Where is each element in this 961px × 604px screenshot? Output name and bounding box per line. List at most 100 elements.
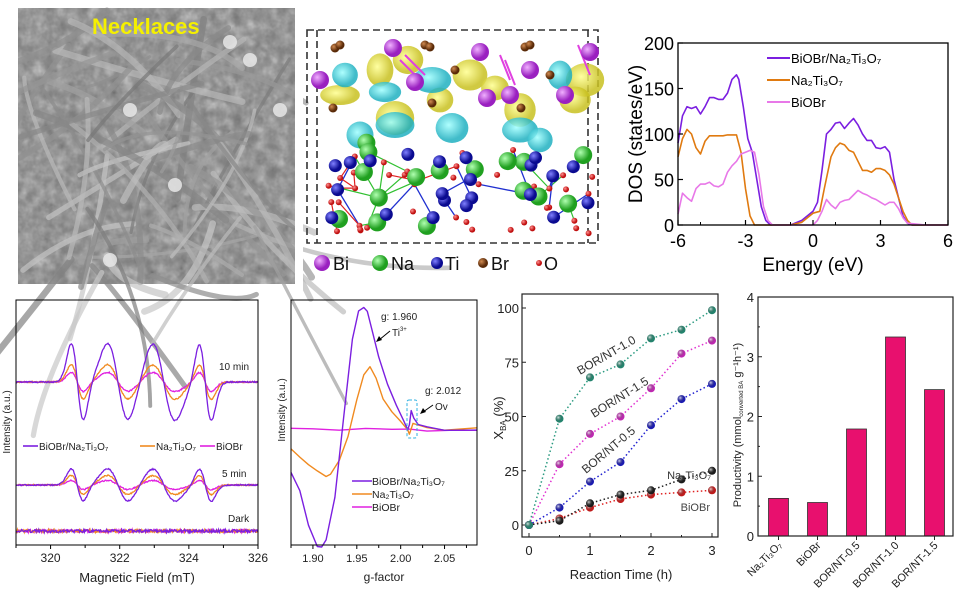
oxygen-atom: [386, 172, 393, 178]
titanium-atom: [581, 196, 595, 210]
titanium-atom: [459, 199, 473, 213]
ti3-annotation-ti: Ti: [392, 328, 400, 339]
conversion-label-na2ti3o7: Na₂Ti₃O₇: [667, 470, 711, 482]
sem-label: Necklaces: [92, 14, 200, 39]
oxygen-atom: [334, 228, 340, 235]
sodium-atom: [369, 188, 388, 207]
bi-o-bond: [404, 54, 426, 76]
conversion-point-shade: [677, 349, 686, 358]
oxygen-atom: [529, 225, 536, 232]
productivity-bar-2: [846, 428, 867, 537]
legend-atom-ti-icon: [431, 257, 443, 269]
sodium-atom: [574, 146, 593, 165]
oxygen-atom: [364, 224, 371, 231]
dos-y-tick-label: 150: [644, 80, 674, 100]
sodium-atom: [407, 168, 426, 187]
conversion-chart: 0 1 2 3 0 25 50 75 100 Reaction Time (h) XBA (%)…: [491, 293, 719, 582]
gfactor-x-tick-label: 2.05: [434, 553, 455, 565]
productivity-bar-4: [924, 389, 945, 537]
conversion-point-shade: [647, 384, 655, 393]
oxygen-atom: [573, 225, 580, 232]
atomic-structure: [311, 39, 605, 237]
charge-depletion-isosurface: [368, 81, 402, 103]
structure-panel: Bi Na Ti Br O: [306, 29, 605, 274]
titanium-atom: [426, 211, 440, 225]
ov-highlight-box: [406, 399, 418, 439]
productivity-y-tick-label: 2: [747, 410, 754, 425]
epr-chart: 320 322 324 326 Magnetic Field (mT) Intensi…: [2, 299, 268, 585]
sem-fiber: [77, 237, 150, 265]
productivity-y-label-sub: converted BA: [739, 381, 745, 417]
oxygen-atom: [589, 173, 596, 180]
conversion-point-shade: [555, 460, 564, 469]
dos-x-tick-label: -3: [737, 231, 753, 251]
dos-plot-frame: [677, 42, 949, 226]
sem-fiber: [37, 82, 141, 267]
dos-y-tick-label: 50: [654, 171, 674, 191]
sodium-atom: [559, 194, 578, 213]
conversion-y-label: XBA (%): [491, 396, 508, 439]
ov-arrow-head: [420, 408, 426, 414]
sem-fiber: [0, 50, 117, 105]
sem-fiber: [253, 225, 349, 406]
dos-legend: BiOBr/Na₂Ti₃O₇ Na₂Ti₃O₇ BiOBr: [767, 51, 882, 110]
sem-fiber: [148, 223, 245, 278]
conversion-point-shade: [616, 490, 625, 499]
oxygen-atom: [380, 159, 387, 166]
conversion-point-shade: [616, 458, 625, 467]
sem-clip: [295, 0, 303, 290]
titanium-atom: [363, 154, 377, 168]
oxygen-atom: [469, 226, 476, 233]
conversion-point-shade: [586, 429, 594, 438]
ti3-annotation-sup: 3+: [400, 327, 407, 333]
conversion-y-tick-label: 0: [512, 518, 519, 533]
conversion-point-shade: [677, 488, 686, 497]
productivity-y-label-suffix: g⁻¹h⁻¹): [732, 343, 744, 381]
titanium-atom: [546, 169, 560, 183]
sem-fiber: [90, 30, 245, 72]
gfactor-plot-frame: [290, 299, 478, 546]
titanium-atom: [435, 187, 449, 201]
conversion-y-label-sub: BA: [499, 420, 508, 431]
conversion-point-shade: [677, 475, 686, 484]
productivity-y-tick-label: 0: [747, 529, 754, 544]
productivity-y-tick-label: 3: [747, 350, 754, 365]
productivity-bar-1: [807, 502, 828, 537]
bismuth-atom: [384, 39, 402, 57]
bismuth-atom: [501, 86, 519, 104]
oxygen-atom: [507, 226, 514, 233]
epr-annotation-dark: Dark: [228, 514, 250, 525]
charge-depletion-isosurface: [332, 62, 358, 88]
dos-x-tick-label: -6: [670, 231, 686, 251]
sem-fiber: [69, 121, 209, 284]
conversion-point-shade: [647, 421, 655, 430]
legend-atom-na-label: Na: [391, 254, 415, 274]
conversion-y-tick-label: 25: [505, 464, 519, 479]
sem-fiber: [0, 7, 110, 70]
conversion-point-shade: [708, 379, 716, 388]
conversion-y-tick-label: 50: [505, 410, 519, 425]
gfactor-legend-label: BiOBr: [372, 502, 401, 514]
epr-x-tick-label: 320: [41, 551, 61, 565]
conversion-point-shade: [586, 499, 594, 508]
legend-atom-na-icon: [372, 255, 388, 271]
conversion-ticks: 0 1 2 3 0 25 50 75 100: [497, 301, 715, 558]
titanium-atom: [401, 147, 415, 161]
legend-atom-br-icon: [478, 258, 488, 268]
sem-fiber: [157, 25, 232, 115]
conversion-point-shade: [708, 336, 716, 345]
bismuth-atom: [478, 89, 496, 107]
productivity-bar-0: [768, 497, 789, 537]
dos-x-tick-label: 3: [875, 231, 885, 251]
dos-ticks: -6 -3 0 3 6 0 50 100 150 200: [644, 34, 953, 251]
epr-line: [16, 467, 259, 503]
sem-fiber: [0, 64, 135, 172]
sem-fiber: [141, 220, 217, 315]
gfactor-x-label: g-factor: [364, 570, 405, 584]
oxygen-atom: [585, 230, 592, 237]
gfactor-ticks: 1.90 1.95 2.00 2.05: [290, 545, 467, 565]
oxygen-atom: [560, 172, 567, 179]
epr-ticks: 320 322 324 326: [15, 545, 268, 565]
conversion-point-shade: [647, 334, 655, 343]
